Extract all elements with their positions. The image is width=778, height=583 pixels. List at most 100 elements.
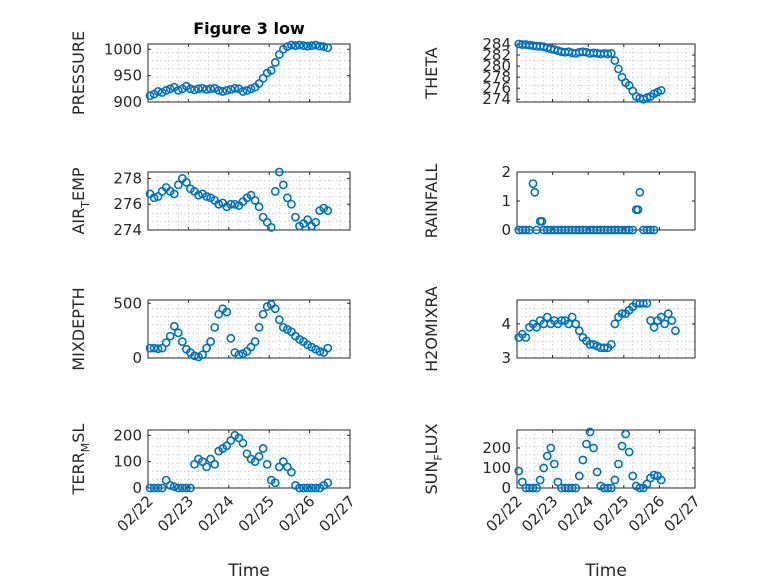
y-tick-label: 100 [113, 453, 142, 471]
data-point [198, 350, 207, 360]
data-point [258, 309, 268, 319]
y-tick-label: 0 [501, 221, 511, 239]
data-point [234, 350, 244, 360]
data-point [169, 189, 179, 199]
x-tick-label: 02/22 [114, 492, 157, 535]
data-point [186, 84, 195, 94]
data-point [646, 225, 655, 235]
data-point [173, 328, 183, 338]
data-point [624, 225, 634, 235]
data-point [210, 459, 220, 469]
x-tick-label: 02/25 [589, 492, 632, 535]
data-point [311, 483, 321, 493]
data-point [315, 347, 325, 356]
data-point [299, 483, 308, 493]
data-point [585, 427, 595, 437]
y-tick-label: 4 [501, 315, 511, 333]
data-point [649, 322, 659, 332]
y-axis-label-main: TERR [69, 452, 88, 495]
data-point [153, 344, 163, 354]
data-series [145, 430, 333, 493]
data-point [303, 215, 312, 225]
data-point [258, 444, 268, 453]
y-axis-label: TERRMSL [69, 424, 92, 496]
y-tick-label: 278 [482, 68, 511, 86]
data-point [165, 84, 175, 94]
data-point [606, 483, 616, 493]
data-point [145, 91, 155, 101]
data-point [663, 309, 673, 319]
data-point [521, 333, 531, 342]
data-point [206, 337, 216, 346]
y-axis-label: H2OMIXRA [422, 286, 441, 372]
data-point [202, 192, 211, 201]
data-series [145, 40, 333, 101]
data-point [173, 483, 183, 493]
data-point [624, 447, 634, 457]
data-point [578, 455, 588, 465]
data-point [222, 86, 232, 95]
data-point [574, 471, 584, 481]
y-axis-label-main: RAINFALL [422, 164, 441, 239]
data-point [571, 483, 581, 493]
data-point [535, 475, 545, 485]
data-point [254, 451, 264, 461]
data-point [214, 199, 224, 209]
data-point [194, 190, 203, 200]
y-tick-label: 200 [482, 439, 511, 457]
y-tick-label: 280 [482, 57, 511, 75]
data-point [250, 195, 260, 205]
data-point [161, 86, 171, 95]
data-point [169, 321, 179, 331]
data-point [287, 199, 296, 209]
data-point [214, 86, 224, 95]
data-point [307, 483, 317, 493]
data-point [582, 439, 591, 449]
data-point [617, 441, 627, 451]
data-point [642, 299, 652, 308]
y-axis-label: AIRTEMP [69, 167, 92, 234]
data-point [214, 309, 224, 319]
y-axis-label: PRESSURE [69, 31, 88, 115]
data-point [266, 65, 276, 75]
data-point [614, 64, 623, 74]
data-point [603, 49, 613, 59]
subplot-pressure: 900 950 1000 PRESSURE Figure 3 low [69, 19, 351, 115]
data-point [291, 212, 300, 222]
data-point [311, 40, 321, 50]
data-point [165, 331, 175, 341]
x-tick-label: 02/22 [483, 492, 526, 535]
y-axis-label-subscript: T [79, 201, 92, 209]
subplot-mixdepth: 0 500 MIXDEPTH [69, 287, 351, 371]
data-point [638, 299, 648, 308]
data-point [323, 343, 333, 353]
y-axis-label: THETA [422, 47, 441, 99]
y-tick-label: 200 [113, 426, 142, 444]
y-axis-label: RAINFALL [422, 164, 441, 239]
data-point [274, 315, 284, 325]
subplot-rainfall: 0 1 2 RAINFALL [422, 163, 696, 239]
data-point [539, 463, 549, 473]
data-point [574, 326, 584, 336]
data-point [270, 304, 280, 314]
y-tick-label: 276 [113, 195, 142, 213]
data-point [266, 223, 276, 232]
y-tick-label: 282 [482, 46, 511, 64]
data-point [628, 225, 638, 235]
data-point [532, 322, 541, 332]
data-point [532, 483, 541, 493]
data-point [161, 338, 171, 348]
data-point [230, 199, 240, 209]
data-point [202, 462, 211, 472]
y-axis-label: MIXDEPTH [69, 287, 88, 370]
data-point [149, 343, 159, 353]
y-axis-label-main: AIR [69, 208, 88, 235]
data-point [226, 199, 236, 209]
data-point [149, 193, 159, 203]
x-tick-label: 02/27 [661, 492, 704, 535]
data-point [153, 87, 163, 96]
x-tick-label: 02/27 [316, 492, 359, 535]
data-point [315, 41, 325, 51]
